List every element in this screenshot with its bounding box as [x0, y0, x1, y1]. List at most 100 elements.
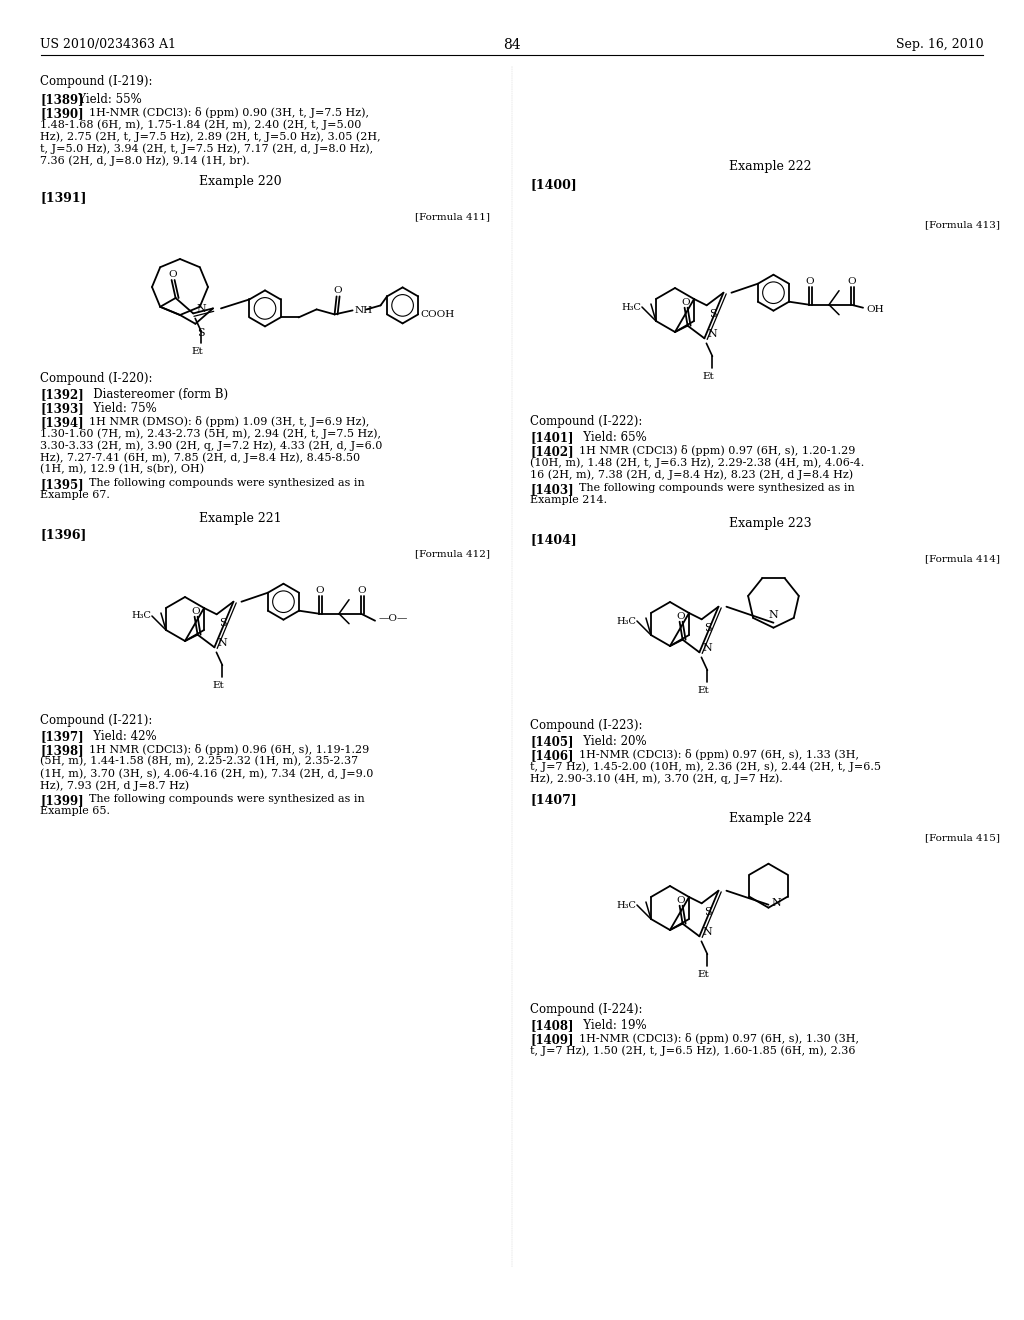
Text: Example 65.: Example 65.	[40, 807, 110, 816]
Text: N: N	[702, 643, 712, 653]
Text: [1397]: [1397]	[40, 730, 84, 743]
Text: Et: Et	[213, 681, 224, 690]
Text: Et: Et	[697, 970, 710, 979]
Text: Example 223: Example 223	[729, 517, 811, 531]
Text: H₃C: H₃C	[616, 900, 636, 909]
Text: O: O	[676, 611, 685, 620]
Text: 1.48-1.68 (6H, m), 1.75-1.84 (2H, m), 2.40 (2H, t, J=5.00: 1.48-1.68 (6H, m), 1.75-1.84 (2H, m), 2.…	[40, 119, 361, 129]
Text: (1H, m), 12.9 (1H, s(br), OH): (1H, m), 12.9 (1H, s(br), OH)	[40, 465, 204, 474]
Text: Et: Et	[191, 347, 203, 356]
Text: [1398]: [1398]	[40, 744, 84, 756]
Text: N: N	[771, 898, 781, 908]
Text: 1.30-1.60 (7H, m), 2.43-2.73 (5H, m), 2.94 (2H, t, J=7.5 Hz),: 1.30-1.60 (7H, m), 2.43-2.73 (5H, m), 2.…	[40, 428, 381, 438]
Text: 1H-NMR (CDCl3): δ (ppm) 0.97 (6H, s), 1.33 (3H,: 1H-NMR (CDCl3): δ (ppm) 0.97 (6H, s), 1.…	[572, 748, 859, 760]
Text: The following compounds were synthesized as in: The following compounds were synthesized…	[82, 795, 365, 804]
Text: Hz), 2.75 (2H, t, J=7.5 Hz), 2.89 (2H, t, J=5.0 Hz), 3.05 (2H,: Hz), 2.75 (2H, t, J=7.5 Hz), 2.89 (2H, t…	[40, 131, 381, 141]
Text: Compound (I-224):: Compound (I-224):	[530, 1003, 642, 1016]
Text: [1395]: [1395]	[40, 478, 84, 491]
Text: Yield: 42%: Yield: 42%	[82, 730, 157, 743]
Text: O: O	[676, 896, 685, 904]
Text: OH: OH	[866, 305, 884, 314]
Text: The following compounds were synthesized as in: The following compounds were synthesized…	[572, 483, 855, 492]
Text: [1407]: [1407]	[530, 793, 577, 807]
Text: 1H NMR (CDCl3) δ (ppm) 0.97 (6H, s), 1.20-1.29: 1H NMR (CDCl3) δ (ppm) 0.97 (6H, s), 1.2…	[572, 445, 855, 455]
Text: Sep. 16, 2010: Sep. 16, 2010	[896, 38, 984, 51]
Text: S: S	[198, 327, 205, 338]
Text: [1400]: [1400]	[530, 178, 577, 191]
Text: 1H NMR (CDCl3): δ (ppm) 0.96 (6H, s), 1.19-1.29: 1H NMR (CDCl3): δ (ppm) 0.96 (6H, s), 1.…	[82, 744, 370, 755]
Text: Example 222: Example 222	[729, 160, 811, 173]
Text: [Formula 415]: [Formula 415]	[925, 833, 1000, 842]
Text: [1394]: [1394]	[40, 416, 84, 429]
Text: [Formula 413]: [Formula 413]	[925, 220, 1000, 228]
Text: US 2010/0234363 A1: US 2010/0234363 A1	[40, 38, 176, 51]
Text: [1408]: [1408]	[530, 1019, 573, 1032]
Text: (5H, m), 1.44-1.58 (8H, m), 2.25-2.32 (1H, m), 2.35-2.37: (5H, m), 1.44-1.58 (8H, m), 2.25-2.32 (1…	[40, 756, 358, 767]
Text: Yield: 55%: Yield: 55%	[67, 92, 141, 106]
Text: —O—: —O—	[379, 614, 409, 623]
Text: N: N	[197, 305, 206, 314]
Text: Hz), 7.27-7.41 (6H, m), 7.85 (2H, d, J=8.4 Hz), 8.45-8.50: Hz), 7.27-7.41 (6H, m), 7.85 (2H, d, J=8…	[40, 451, 360, 462]
Text: [Formula 412]: [Formula 412]	[415, 549, 490, 558]
Text: O: O	[806, 277, 814, 285]
Text: [1389]: [1389]	[40, 92, 84, 106]
Text: S: S	[703, 907, 712, 917]
Text: 1H NMR (DMSO): δ (ppm) 1.09 (3H, t, J=6.9 Hz),: 1H NMR (DMSO): δ (ppm) 1.09 (3H, t, J=6.…	[82, 416, 370, 426]
Text: [1406]: [1406]	[530, 748, 573, 762]
Text: Example 224: Example 224	[729, 812, 811, 825]
Text: Compound (I-221):: Compound (I-221):	[40, 714, 153, 727]
Text: [1401]: [1401]	[530, 432, 573, 444]
Text: N: N	[708, 329, 717, 339]
Text: O: O	[191, 607, 200, 615]
Text: [Formula 414]: [Formula 414]	[925, 554, 1000, 564]
Text: Diastereomer (form B): Diastereomer (form B)	[82, 388, 228, 401]
Text: (1H, m), 3.70 (3H, s), 4.06-4.16 (2H, m), 7.34 (2H, d, J=9.0: (1H, m), 3.70 (3H, s), 4.06-4.16 (2H, m)…	[40, 768, 374, 779]
Text: Yield: 75%: Yield: 75%	[82, 403, 157, 414]
Text: Hz), 2.90-3.10 (4H, m), 3.70 (2H, q, J=7 Hz).: Hz), 2.90-3.10 (4H, m), 3.70 (2H, q, J=7…	[530, 774, 782, 784]
Text: Yield: 65%: Yield: 65%	[572, 432, 647, 444]
Text: The following compounds were synthesized as in: The following compounds were synthesized…	[82, 478, 365, 488]
Text: [1409]: [1409]	[530, 1034, 573, 1045]
Text: COOH: COOH	[420, 310, 455, 319]
Text: Yield: 20%: Yield: 20%	[572, 735, 646, 748]
Text: Compound (I-223):: Compound (I-223):	[530, 719, 642, 733]
Text: t, J=7 Hz), 1.50 (2H, t, J=6.5 Hz), 1.60-1.85 (6H, m), 2.36: t, J=7 Hz), 1.50 (2H, t, J=6.5 Hz), 1.60…	[530, 1045, 855, 1056]
Text: [1403]: [1403]	[530, 483, 573, 496]
Text: Et: Et	[697, 686, 710, 696]
Text: N: N	[769, 610, 778, 619]
Text: [1405]: [1405]	[530, 735, 573, 748]
Text: Example 67.: Example 67.	[40, 490, 110, 500]
Text: 1H-NMR (CDCl3): δ (ppm) 0.90 (3H, t, J=7.5 Hz),: 1H-NMR (CDCl3): δ (ppm) 0.90 (3H, t, J=7…	[82, 107, 369, 117]
Text: t, J=5.0 Hz), 3.94 (2H, t, J=7.5 Hz), 7.17 (2H, d, J=8.0 Hz),: t, J=5.0 Hz), 3.94 (2H, t, J=7.5 Hz), 7.…	[40, 143, 373, 153]
Text: Yield: 19%: Yield: 19%	[572, 1019, 646, 1032]
Text: O: O	[848, 277, 856, 285]
Text: S: S	[219, 618, 226, 628]
Text: [1392]: [1392]	[40, 388, 84, 401]
Text: Example 214.: Example 214.	[530, 495, 607, 506]
Text: t, J=7 Hz), 1.45-2.00 (10H, m), 2.36 (2H, s), 2.44 (2H, t, J=6.5: t, J=7 Hz), 1.45-2.00 (10H, m), 2.36 (2H…	[530, 762, 881, 772]
Text: Example 221: Example 221	[199, 512, 282, 525]
Text: N: N	[217, 639, 227, 648]
Text: Hz), 7.93 (2H, d J=8.7 Hz): Hz), 7.93 (2H, d J=8.7 Hz)	[40, 780, 189, 791]
Text: O: O	[333, 286, 342, 296]
Text: [1390]: [1390]	[40, 107, 84, 120]
Text: 1H-NMR (CDCl3): δ (ppm) 0.97 (6H, s), 1.30 (3H,: 1H-NMR (CDCl3): δ (ppm) 0.97 (6H, s), 1.…	[572, 1034, 859, 1044]
Text: S: S	[709, 309, 716, 319]
Text: H₃C: H₃C	[616, 616, 636, 626]
Text: [1391]: [1391]	[40, 191, 86, 205]
Text: [1404]: [1404]	[530, 533, 577, 546]
Text: O: O	[168, 271, 177, 279]
Text: O: O	[315, 586, 325, 595]
Text: H₃C: H₃C	[622, 302, 641, 312]
Text: 3.30-3.33 (2H, m), 3.90 (2H, q, J=7.2 Hz), 4.33 (2H, d, J=6.0: 3.30-3.33 (2H, m), 3.90 (2H, q, J=7.2 Hz…	[40, 440, 382, 450]
Text: (10H, m), 1.48 (2H, t, J=6.3 Hz), 2.29-2.38 (4H, m), 4.06-4.: (10H, m), 1.48 (2H, t, J=6.3 Hz), 2.29-2…	[530, 457, 864, 467]
Text: [1402]: [1402]	[530, 445, 573, 458]
Text: O: O	[681, 298, 690, 306]
Text: 16 (2H, m), 7.38 (2H, d, J=8.4 Hz), 8.23 (2H, d J=8.4 Hz): 16 (2H, m), 7.38 (2H, d, J=8.4 Hz), 8.23…	[530, 469, 853, 479]
Text: NH: NH	[354, 306, 373, 315]
Text: Compound (I-219):: Compound (I-219):	[40, 75, 153, 88]
Text: Compound (I-220):: Compound (I-220):	[40, 372, 153, 385]
Text: [Formula 411]: [Formula 411]	[415, 213, 490, 220]
Text: 84: 84	[503, 38, 521, 51]
Text: H₃C: H₃C	[131, 611, 151, 620]
